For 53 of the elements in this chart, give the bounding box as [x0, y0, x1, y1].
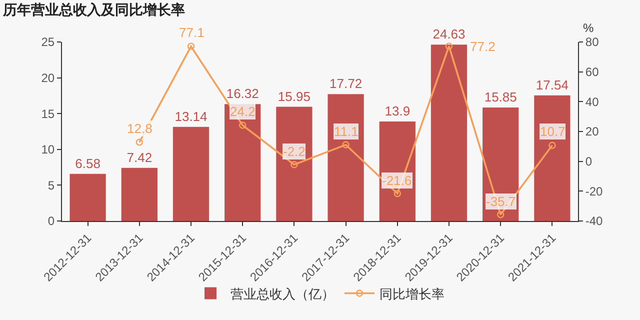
point	[445, 42, 453, 50]
legend-label: 同比增长率	[380, 286, 444, 302]
data-label: 11.1	[334, 124, 358, 139]
bar	[172, 126, 210, 221]
data-label: 24.2	[230, 104, 256, 119]
point	[187, 42, 195, 50]
data-label: 12.8	[127, 121, 152, 136]
data-label: 10.7	[540, 124, 566, 139]
bar	[70, 174, 106, 221]
data-label: 17.54	[536, 77, 568, 92]
data-label: 7.42	[126, 150, 152, 165]
data-label: -2.2	[283, 144, 306, 159]
point	[342, 141, 350, 148]
data-label: -35.7	[486, 194, 516, 209]
y-tick-label: 20	[41, 71, 55, 85]
data-label: 13.9	[384, 103, 410, 118]
data-label: 15.85	[484, 90, 517, 105]
y2-tick-label: 80	[585, 35, 600, 50]
y2-axis-title: %	[583, 21, 594, 35]
y2-tick-label: 0	[585, 154, 592, 169]
point	[239, 122, 246, 129]
y-tick-label: 5	[48, 178, 55, 192]
chart-title: 历年营业总收入及同比增长率	[2, 2, 186, 18]
data-label: -21.6	[382, 173, 412, 188]
bar	[276, 106, 312, 221]
legend-label: 营业总收入（亿）	[230, 286, 334, 302]
y-tick-label: 25	[41, 35, 55, 50]
point	[548, 142, 556, 149]
y2-tick-label: -20	[585, 184, 604, 198]
point	[136, 138, 143, 146]
point	[290, 161, 298, 168]
y2-tick-label: 40	[585, 94, 600, 109]
data-label: 15.95	[278, 88, 310, 104]
data-label: 13.14	[174, 108, 208, 124]
y2-tick-label: 20	[585, 124, 600, 139]
data-label: 77.2	[470, 39, 496, 54]
bar	[328, 94, 364, 221]
data-label: 6.58	[75, 156, 100, 171]
y-tick-label: 10	[41, 142, 55, 157]
bar	[121, 168, 158, 221]
y-tick-label: 15	[41, 106, 55, 121]
y2-tick-label: 60	[585, 65, 600, 80]
data-label: 77.1	[179, 25, 204, 40]
bar	[430, 44, 468, 221]
y2-tick-label: -40	[585, 214, 604, 228]
bar	[224, 104, 261, 221]
data-label: 17.72	[330, 76, 362, 92]
bar	[534, 95, 570, 221]
point	[394, 190, 401, 198]
point	[497, 210, 504, 218]
data-label: 16.32	[226, 86, 259, 102]
data-label: 24.63	[432, 26, 466, 42]
y-tick-label: 0	[48, 214, 55, 228]
